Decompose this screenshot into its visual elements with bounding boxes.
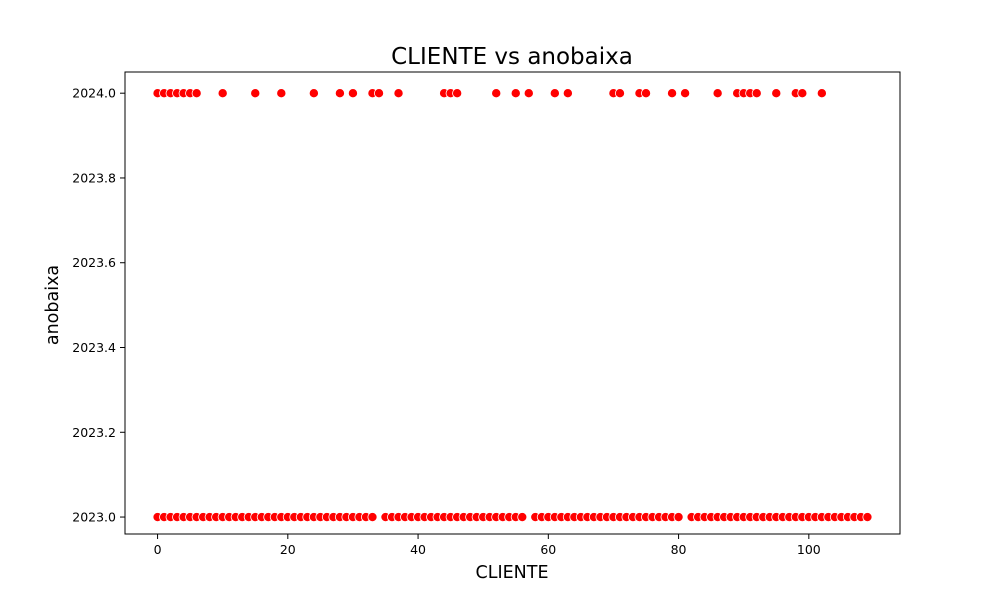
data-point [673, 512, 684, 523]
data-point [191, 88, 202, 99]
data-point [517, 512, 528, 523]
data-point [393, 88, 404, 99]
y-tick-label: 2023.2 [72, 425, 116, 440]
y-axis-title: anobaixa [43, 265, 63, 345]
data-point [712, 88, 723, 99]
x-tick-label: 0 [154, 542, 162, 557]
data-point [523, 88, 534, 99]
data-point [373, 88, 384, 99]
data-point [334, 88, 345, 99]
x-axis-title: CLIENTE [475, 563, 548, 583]
data-point [308, 88, 319, 99]
data-point [250, 88, 261, 99]
data-point [680, 88, 691, 99]
data-point [347, 88, 358, 99]
data-point [771, 88, 782, 99]
plot-area-frame [124, 71, 901, 535]
x-tick-label: 40 [410, 542, 426, 557]
data-point [667, 88, 678, 99]
chart-title: CLIENTE vs anobaixa [391, 44, 633, 70]
data-point [452, 88, 463, 99]
data-point [510, 88, 521, 99]
x-tick-label: 80 [671, 542, 687, 557]
y-tick-label: 2023.8 [72, 170, 116, 185]
data-point [816, 88, 827, 99]
data-point [491, 88, 502, 99]
y-axis-ticks: 2023.0 2023.2 2023.4 2023.6 2023.8 2024.0 [72, 86, 125, 525]
data-point [562, 88, 573, 99]
data-point [751, 88, 762, 99]
x-tick-label: 60 [540, 542, 556, 557]
data-point [862, 512, 873, 523]
y-tick-label: 2023.4 [72, 340, 116, 355]
y-tick-label: 2023.6 [72, 255, 116, 270]
data-point [367, 512, 378, 523]
data-point [641, 88, 652, 99]
data-point [217, 88, 228, 99]
data-point [614, 88, 625, 99]
y-tick-label: 2024.0 [72, 86, 116, 101]
data-points-layer [152, 88, 873, 523]
data-point [276, 88, 287, 99]
x-tick-label: 20 [280, 542, 296, 557]
data-point [549, 88, 560, 99]
x-tick-label: 100 [797, 542, 821, 557]
y-tick-label: 2023.0 [72, 510, 116, 525]
x-axis-ticks: 0 20 40 60 80 100 [154, 534, 821, 557]
data-point [797, 88, 808, 99]
